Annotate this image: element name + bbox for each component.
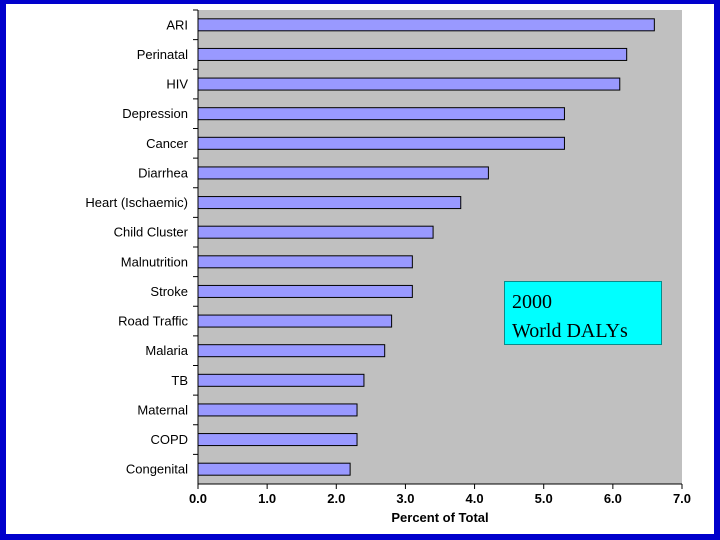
x-tick-label: 0.0 xyxy=(189,491,207,506)
bar-child-cluster xyxy=(197,225,434,239)
category-label: Heart (Ischaemic) xyxy=(85,195,188,210)
category-label: Malaria xyxy=(145,343,188,358)
bar-malaria xyxy=(197,344,386,358)
bar-tb xyxy=(197,373,365,387)
category-label: Malnutrition xyxy=(121,254,188,269)
category-label: Cancer xyxy=(146,136,189,151)
annotation-year: 2000 xyxy=(512,291,552,313)
bar-ari xyxy=(197,18,655,32)
category-label: Congenital xyxy=(126,462,188,477)
bar-maternal xyxy=(197,403,358,417)
category-label: Perinatal xyxy=(137,47,188,62)
x-tick-label: 7.0 xyxy=(673,491,691,506)
category-label: Child Cluster xyxy=(114,225,189,240)
category-label: Maternal xyxy=(137,402,188,417)
bar-malnutrition xyxy=(197,255,413,269)
bar-hiv xyxy=(197,77,621,91)
x-tick-label: 4.0 xyxy=(466,491,484,506)
x-tick-label: 2.0 xyxy=(327,491,345,506)
bar-heart-ischaemic xyxy=(197,196,462,210)
annotation-caption: World DALYs xyxy=(512,320,628,342)
bar-congenital xyxy=(197,462,351,476)
category-label: Stroke xyxy=(150,284,188,299)
category-label: Depression xyxy=(122,106,188,121)
x-tick-label: 3.0 xyxy=(396,491,414,506)
category-label: TB xyxy=(171,373,188,388)
slide: ARI Perinatal HIV Depression Cancer Diarrhea H… xyxy=(6,4,714,534)
chart-annotation: 2000 World DALYs xyxy=(504,281,662,345)
x-tick-label: 5.0 xyxy=(535,491,553,506)
category-label: COPD xyxy=(150,432,188,447)
bar-cancer xyxy=(197,136,565,150)
category-label: HIV xyxy=(166,77,188,92)
x-tick-label: 1.0 xyxy=(258,491,276,506)
bar-stroke xyxy=(197,284,413,298)
bar-perinatal xyxy=(197,47,628,61)
bar-diarrhea xyxy=(197,166,489,180)
category-label: Diarrhea xyxy=(138,165,189,180)
bar-depression xyxy=(197,107,565,121)
category-label: ARI xyxy=(166,17,188,32)
x-axis-label: Percent of Total xyxy=(391,510,488,525)
bar-copd xyxy=(197,433,358,447)
x-tick-label: 6.0 xyxy=(604,491,622,506)
category-label: Road Traffic xyxy=(118,314,188,329)
bar-road-traffic xyxy=(197,314,393,328)
bar-chart: ARI Perinatal HIV Depression Cancer Diarrhea H… xyxy=(85,9,691,525)
